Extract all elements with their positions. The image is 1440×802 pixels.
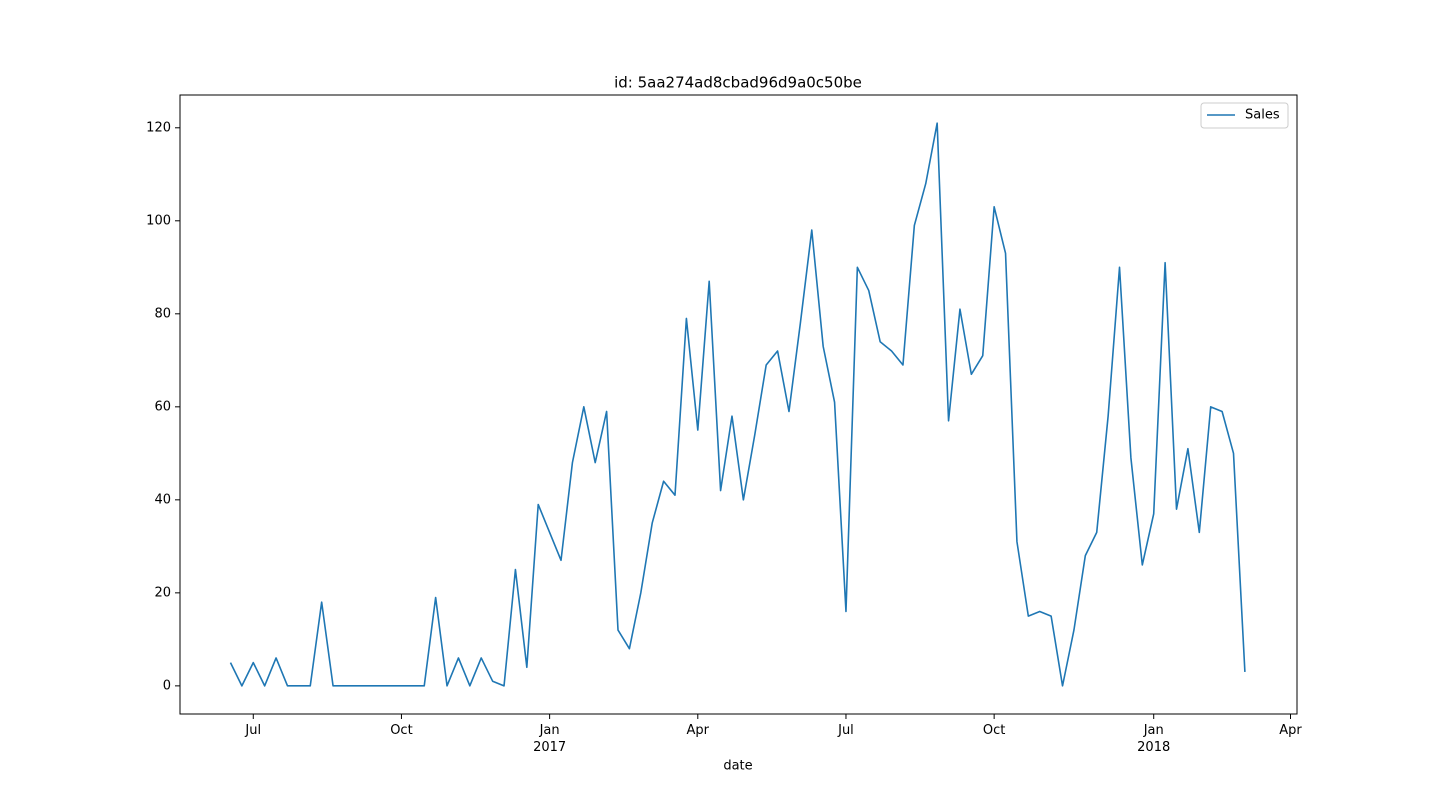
x-tick-label: Apr	[687, 723, 710, 738]
x-tick-label-line: 2018	[1137, 740, 1170, 755]
x-tick-label-line: Jul	[244, 723, 261, 738]
y-tick-label: 80	[154, 306, 171, 321]
x-tick-label-line: Jan	[1143, 723, 1164, 738]
x-tick-label-line: Oct	[983, 723, 1005, 738]
y-tick-label: 20	[154, 585, 171, 600]
y-tick-label: 120	[146, 120, 171, 135]
x-tick-label: Oct	[390, 723, 412, 738]
x-tick-label: Jul	[244, 723, 261, 738]
x-tick-label: Apr	[1279, 723, 1302, 738]
line	[229, 122, 1246, 687]
x-tick-label: Oct	[983, 723, 1005, 738]
x-tick-label-line: Jan	[539, 723, 560, 738]
x-tick-label-line: 2017	[533, 740, 566, 755]
legend-box	[1200, 102, 1289, 129]
x-tick-label-line: Apr	[687, 723, 710, 738]
y-tick-label: 100	[146, 213, 171, 228]
chart-title: id: 5aa274ad8cbad96d9a0c50be	[614, 74, 862, 92]
x-axis-label: date	[723, 759, 752, 774]
y-tick-label: 0	[163, 678, 171, 693]
y-tick-label: 60	[154, 399, 171, 414]
legend-label: Sales	[1245, 108, 1280, 123]
x-tick-label: Jan 2018	[1137, 723, 1170, 755]
x-tick-label-line: Oct	[390, 723, 412, 738]
axes-frame	[179, 94, 1298, 715]
x-tick-label: Jul	[837, 723, 854, 738]
y-tick-label: 40	[154, 492, 171, 507]
x-tick-label: Jan 2017	[533, 723, 566, 755]
x-tick-label-line: Apr	[1279, 723, 1302, 738]
x-tick-label-line: Jul	[837, 723, 854, 738]
